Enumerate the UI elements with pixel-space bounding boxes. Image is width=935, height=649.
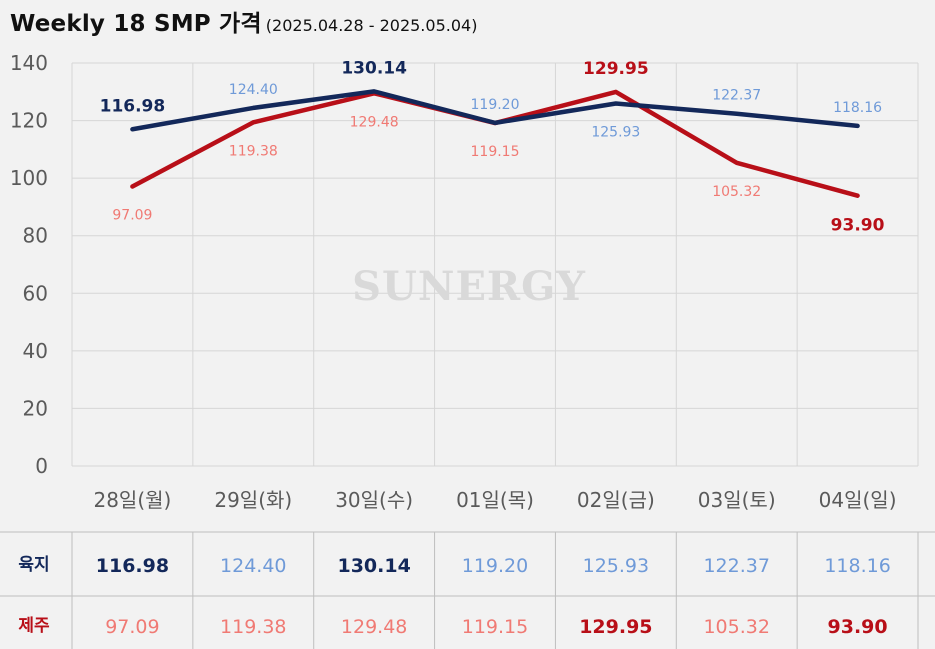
table-cell: 105.32	[703, 616, 769, 638]
table-cell: 97.09	[105, 616, 159, 638]
data-label: 119.38	[229, 143, 278, 159]
x-tick-label: 28일(월)	[93, 488, 171, 512]
data-label: 116.98	[100, 96, 166, 116]
y-tick-label: 60	[23, 281, 48, 305]
table-cell: 129.95	[579, 616, 652, 638]
table-cell: 93.90	[828, 616, 888, 638]
table-cell: 124.40	[220, 555, 286, 577]
y-tick-label: 0	[35, 454, 48, 478]
chart-title: Weekly 18 SMP 가격 (2025.04.28 - 2025.05.04…	[10, 4, 477, 38]
y-tick-label: 100	[10, 166, 48, 190]
data-label: 93.90	[831, 216, 885, 236]
y-tick-label: 40	[23, 339, 48, 363]
data-label: 129.95	[583, 59, 649, 79]
series-line-land	[130, 89, 860, 132]
watermark-text: SUNERGY	[352, 263, 586, 310]
data-label: 119.15	[471, 144, 520, 160]
y-tick-label: 140	[10, 51, 48, 75]
data-label: 122.37	[712, 88, 761, 104]
table-cell: 118.16	[824, 555, 890, 577]
y-tick-label: 120	[10, 109, 48, 133]
data-label: 125.93	[591, 125, 640, 141]
y-tick-label: 20	[23, 396, 48, 420]
table-cell: 125.93	[583, 555, 649, 577]
table-cell: 129.48	[341, 616, 407, 638]
y-tick-label: 80	[23, 224, 48, 248]
data-label: 129.48	[350, 114, 399, 130]
data-label: 119.20	[471, 97, 520, 113]
table-cell: 119.15	[462, 616, 528, 638]
chart-title-date-range: (2025.04.28 - 2025.05.04)	[265, 16, 478, 35]
table-cell: 116.98	[96, 555, 169, 577]
x-tick-label: 04일(일)	[819, 488, 897, 512]
table-cell: 130.14	[337, 555, 410, 577]
x-tick-label: 29일(화)	[214, 488, 292, 512]
table-cell: 122.37	[703, 555, 769, 577]
x-tick-label: 03일(토)	[698, 488, 776, 512]
data-label: 118.16	[833, 100, 882, 116]
x-tick-label: 02일(금)	[577, 488, 655, 512]
x-tick-label: 30일(수)	[335, 488, 413, 512]
table-row-header: 육지	[18, 555, 49, 575]
table-cell: 119.20	[462, 555, 528, 577]
table-cell: 119.38	[220, 616, 286, 638]
data-label: 124.40	[229, 82, 278, 98]
chart-title-main: Weekly 18 SMP 가격	[10, 11, 262, 37]
x-tick-label: 01일(목)	[456, 488, 534, 512]
table-row-header: 제주	[18, 616, 50, 636]
data-label: 130.14	[341, 58, 407, 78]
data-label: 97.09	[112, 208, 152, 224]
data-label: 105.32	[712, 184, 761, 200]
